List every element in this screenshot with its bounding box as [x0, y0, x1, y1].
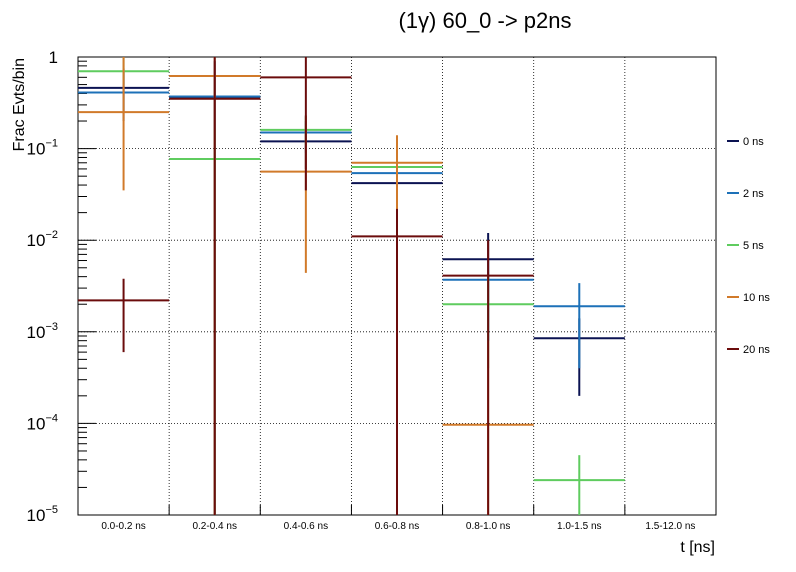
- legend-label: 0 ns: [743, 136, 764, 148]
- y-tick-label-base: 10: [27, 140, 46, 159]
- legend-label: 10 ns: [743, 292, 770, 304]
- y-tick-label: 1: [49, 48, 58, 67]
- legend-label: 5 ns: [743, 240, 764, 252]
- y-tick-label-exponent: −2: [45, 229, 58, 241]
- y-tick-label-base: 1: [49, 48, 58, 67]
- y-tick-label: 10−4: [27, 412, 58, 433]
- chart-title: (1γ) 60_0 -> p2ns: [398, 8, 571, 33]
- y-tick-label-base: 10: [27, 231, 46, 250]
- x-tick-label: 1.5-12.0 ns: [645, 521, 695, 532]
- x-tick-label: 0.2-0.4 ns: [192, 521, 236, 532]
- y-tick-label-exponent: −4: [45, 412, 58, 424]
- y-tick-label: 10−3: [27, 321, 58, 342]
- y-tick-labels: 10−510−410−310−210−11: [27, 48, 58, 525]
- x-tick-label: 0.6-0.8 ns: [375, 521, 419, 532]
- x-tick-label: 0.0-0.2 ns: [101, 521, 145, 532]
- y-tick-label-base: 10: [27, 506, 46, 525]
- legend-label: 20 ns: [743, 344, 770, 356]
- y-tick-label-base: 10: [27, 323, 46, 342]
- x-tick-label: 1.0-1.5 ns: [557, 521, 601, 532]
- y-tick-label-exponent: −1: [45, 138, 58, 150]
- data-series: [78, 57, 625, 515]
- y-tick-label: 10−1: [27, 138, 58, 159]
- x-tick-label: 0.8-1.0 ns: [466, 521, 510, 532]
- axis-ticks: [78, 56, 626, 516]
- y-tick-label: 10−5: [27, 504, 58, 525]
- x-tick-label: 0.4-0.6 ns: [284, 521, 328, 532]
- x-axis-title: t [ns]: [680, 539, 715, 556]
- y-tick-label: 10−2: [27, 229, 58, 250]
- y-tick-label-base: 10: [27, 414, 46, 433]
- x-tick-labels: 0.0-0.2 ns 0.2-0.4 ns 0.4-0.6 ns 0.6-0.8 ns…: [101, 521, 695, 532]
- y-tick-label-exponent: −5: [45, 504, 58, 516]
- legend-label: 2 ns: [743, 188, 764, 200]
- y-axis-title: Frac Evts/bin: [11, 58, 28, 151]
- y-tick-label-exponent: −3: [45, 321, 58, 333]
- legend: 0 ns 2 ns 5 ns 10 ns 20 ns: [727, 136, 770, 356]
- series-20-ns: [78, 57, 534, 515]
